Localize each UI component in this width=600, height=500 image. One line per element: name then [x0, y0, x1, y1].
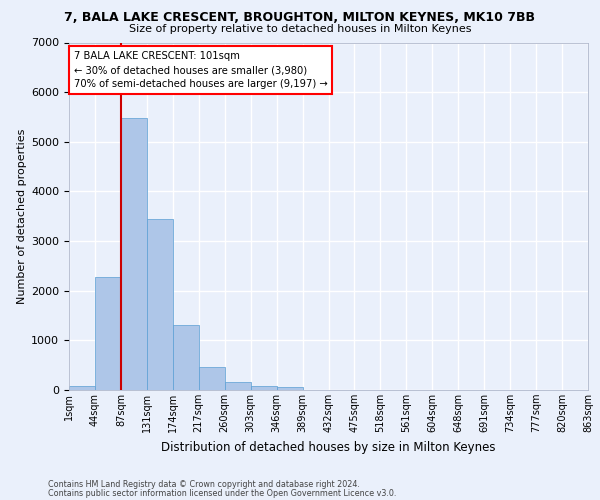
Text: 7, BALA LAKE CRESCENT, BROUGHTON, MILTON KEYNES, MK10 7BB: 7, BALA LAKE CRESCENT, BROUGHTON, MILTON… [65, 11, 536, 24]
Text: Contains public sector information licensed under the Open Government Licence v3: Contains public sector information licen… [48, 490, 397, 498]
Bar [199, 367, 224, 390]
Text: Size of property relative to detached houses in Milton Keynes: Size of property relative to detached ho… [129, 24, 471, 34]
Bar [69, 386, 95, 390]
Y-axis label: Number of detached properties: Number of detached properties [17, 128, 27, 304]
Bar [95, 277, 121, 390]
Bar [121, 118, 147, 390]
Text: 7 BALA LAKE CRESCENT: 101sqm
← 30% of detached houses are smaller (3,980)
70% of: 7 BALA LAKE CRESCENT: 101sqm ← 30% of de… [74, 52, 328, 90]
Bar [225, 382, 251, 390]
X-axis label: Distribution of detached houses by size in Milton Keynes: Distribution of detached houses by size … [161, 440, 496, 454]
Text: Contains HM Land Registry data © Crown copyright and database right 2024.: Contains HM Land Registry data © Crown c… [48, 480, 360, 489]
Bar [277, 388, 302, 390]
Bar [147, 219, 173, 390]
Bar [173, 325, 199, 390]
Bar [251, 386, 277, 390]
